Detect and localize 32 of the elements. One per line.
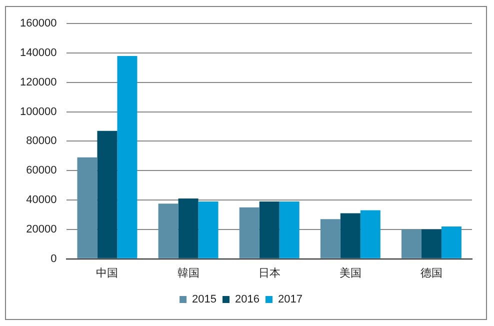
legend-label: 2017 [278,294,302,306]
bar [158,204,178,258]
bar [198,201,218,258]
legend-label: 2015 [192,294,217,306]
y-tick-label: 100000 [20,106,57,118]
bar [77,157,98,258]
y-tick-label: 20000 [26,223,57,236]
bar [117,56,138,258]
x-tick-label: 中国 [96,266,118,280]
y-tick-label: 60000 [26,164,57,177]
bar [97,130,118,258]
bar [421,229,442,258]
x-tick-label: 德国 [420,267,442,280]
bar [259,201,280,258]
y-tick-label: 40000 [26,194,57,206]
bar [340,213,360,258]
y-tick-label: 160000 [20,18,57,30]
x-tick-label: 韓国 [177,266,200,280]
bar [320,219,340,258]
y-tick-label: 80000 [26,135,57,148]
y-tick-label: 120000 [20,76,57,88]
bar [279,201,300,258]
bar [239,207,260,258]
bar [441,226,462,258]
x-tick-label: 日本 [258,266,280,280]
y-tick-label: 0 [50,252,57,265]
x-tick-label: 美国 [339,266,362,280]
y-tick-label: 140000 [20,47,57,60]
bar [178,198,198,258]
bar [360,210,380,258]
bar [401,229,422,258]
legend-label: 2016 [235,294,260,306]
